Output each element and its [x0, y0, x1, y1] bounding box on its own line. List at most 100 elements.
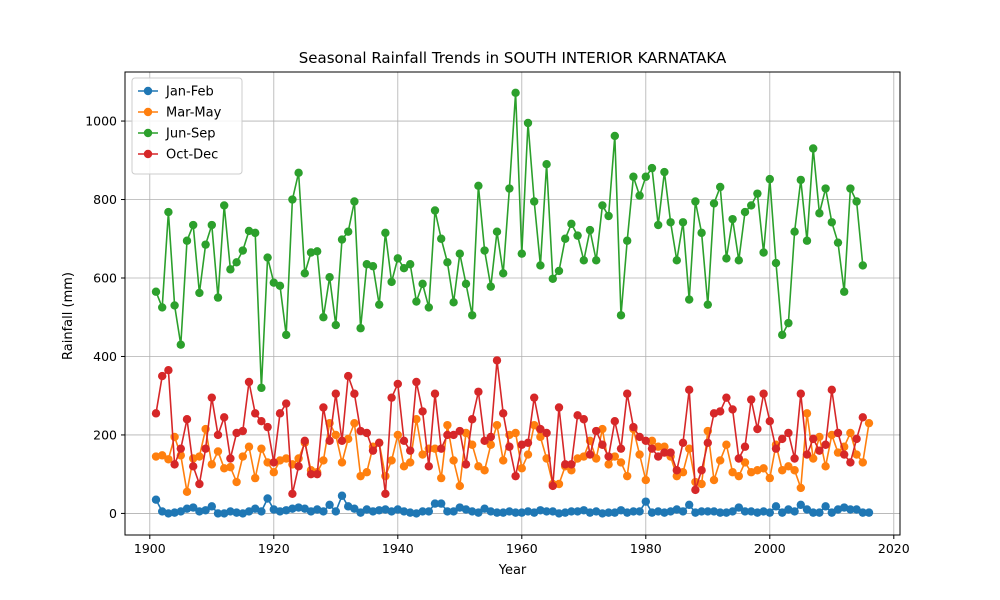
data-point-oct-dec	[790, 454, 799, 463]
data-point-mar-may	[331, 430, 340, 440]
data-point-mar-may	[449, 456, 458, 465]
data-point-jan-feb	[573, 507, 582, 516]
data-point-jun-sep	[406, 260, 415, 269]
data-point-oct-dec	[654, 452, 663, 461]
data-point-oct-dec	[251, 409, 260, 418]
data-point-mar-may	[362, 468, 371, 477]
data-point-jan-feb	[151, 495, 161, 504]
data-point-mar-may	[387, 456, 396, 465]
data-point-oct-dec	[852, 434, 861, 444]
data-point-jan-feb	[449, 507, 458, 516]
data-point-jan-feb	[170, 508, 179, 517]
data-point-mar-may	[207, 460, 216, 469]
y-tick-label: 0	[109, 506, 117, 521]
data-point-jun-sep	[567, 219, 576, 229]
data-point-oct-dec	[282, 399, 291, 408]
legend-item-oct-dec: Oct-Dec	[138, 148, 218, 163]
data-point-mar-may	[660, 442, 669, 451]
data-point-oct-dec	[368, 446, 378, 455]
data-point-mar-may	[536, 432, 545, 442]
data-point-jan-feb	[468, 507, 477, 516]
data-point-jan-feb	[164, 509, 173, 518]
legend-label: Jan-Feb	[165, 85, 214, 100]
data-point-mar-may	[238, 452, 247, 461]
data-point-mar-may	[269, 468, 278, 477]
data-point-jan-feb	[505, 507, 514, 516]
data-point-jun-sep	[827, 218, 836, 227]
data-point-jun-sep	[728, 214, 737, 224]
data-point-oct-dec	[573, 411, 582, 420]
data-point-oct-dec	[399, 436, 409, 446]
data-point-jun-sep	[716, 182, 725, 192]
data-point-oct-dec	[734, 454, 743, 463]
data-point-oct-dec	[362, 428, 371, 438]
data-point-oct-dec	[666, 448, 675, 457]
data-point-mar-may	[864, 418, 874, 428]
data-point-oct-dec	[300, 436, 309, 446]
data-point-oct-dec	[313, 469, 322, 479]
data-point-mar-may	[170, 432, 179, 442]
data-point-oct-dec	[523, 438, 533, 447]
data-point-jun-sep	[306, 248, 316, 257]
data-point-jun-sep	[313, 247, 322, 256]
data-point-oct-dec	[647, 444, 657, 453]
data-point-jun-sep	[734, 256, 743, 265]
data-point-jun-sep	[660, 167, 669, 177]
data-point-mar-may	[406, 458, 415, 467]
data-point-jun-sep	[616, 311, 626, 320]
data-point-jun-sep	[809, 144, 818, 153]
data-point-oct-dec	[579, 415, 588, 424]
data-point-jun-sep	[449, 298, 458, 307]
legend: Jan-Feb Mar-May Jun-Sep Oct-Dec	[131, 77, 243, 175]
data-point-jun-sep	[548, 274, 557, 283]
data-point-jun-sep	[381, 228, 390, 238]
data-point-jan-feb	[778, 508, 787, 517]
data-point-jun-sep	[523, 118, 533, 128]
data-point-jan-feb	[430, 499, 440, 508]
data-point-jun-sep	[288, 195, 297, 204]
data-point-jan-feb	[598, 509, 607, 518]
data-point-mar-may	[517, 464, 526, 473]
data-point-oct-dec	[220, 413, 229, 422]
data-point-jan-feb	[275, 507, 285, 516]
data-point-oct-dec	[554, 403, 564, 412]
data-point-mar-may	[802, 409, 812, 418]
data-point-jan-feb	[207, 502, 216, 511]
data-point-jun-sep	[418, 279, 427, 289]
data-point-jun-sep	[635, 191, 644, 200]
data-point-jun-sep	[585, 225, 595, 235]
data-point-mar-may	[604, 460, 613, 469]
data-point-mar-may	[616, 458, 626, 467]
data-point-jun-sep	[189, 220, 198, 230]
data-point-oct-dec	[505, 442, 514, 451]
data-point-mar-may	[468, 440, 477, 449]
data-point-mar-may	[765, 473, 774, 483]
data-point-mar-may	[499, 456, 508, 465]
x-tick-label: 1940	[382, 541, 414, 556]
data-point-jun-sep	[815, 209, 824, 218]
data-point-jan-feb	[437, 499, 446, 508]
data-point-oct-dec	[511, 471, 520, 481]
data-point-oct-dec	[275, 409, 285, 418]
data-point-mar-may	[232, 477, 241, 487]
data-point-mar-may	[350, 418, 359, 428]
data-point-oct-dec	[616, 444, 626, 453]
data-point-jan-feb	[319, 507, 328, 516]
data-point-oct-dec	[158, 371, 167, 381]
data-point-oct-dec	[691, 485, 700, 495]
data-point-oct-dec	[561, 460, 570, 469]
data-point-oct-dec	[207, 393, 216, 402]
data-point-mar-may	[759, 464, 768, 473]
data-point-oct-dec	[740, 442, 750, 451]
data-point-jan-feb	[399, 507, 409, 516]
data-point-oct-dec	[697, 466, 706, 475]
data-point-jun-sep	[337, 235, 347, 244]
data-point-jun-sep	[536, 261, 545, 270]
data-point-oct-dec	[201, 444, 210, 453]
data-point-oct-dec	[418, 407, 427, 416]
data-point-oct-dec	[294, 462, 303, 471]
data-point-jun-sep	[703, 300, 712, 309]
data-point-jan-feb	[728, 507, 737, 516]
data-point-jan-feb	[654, 507, 663, 516]
data-point-oct-dec	[195, 479, 204, 489]
